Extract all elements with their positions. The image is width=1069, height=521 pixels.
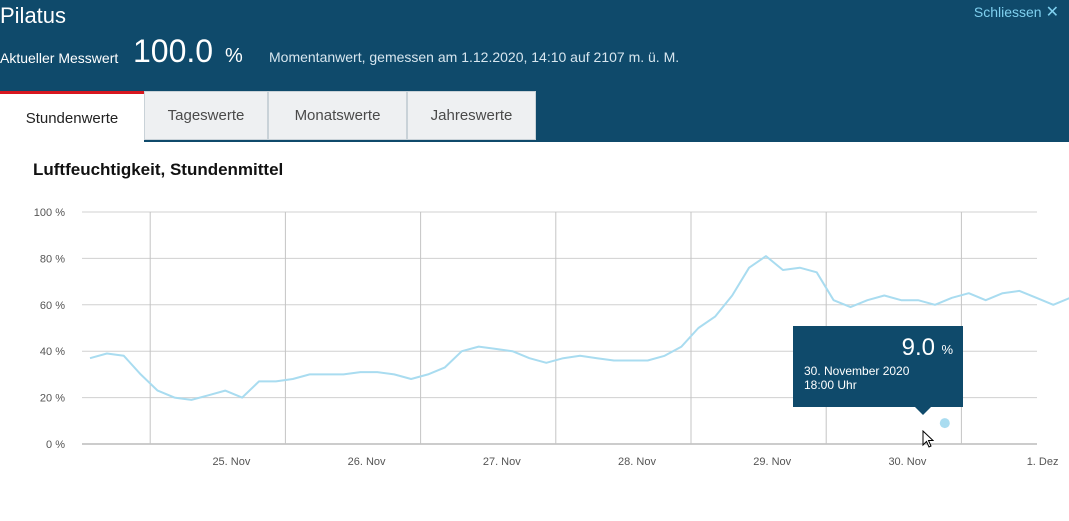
station-name: Pilatus [0,3,67,28]
x-tick-label: 29. Nov [753,456,791,468]
y-tick-label: 100 % [34,207,65,219]
tab-tageswerte[interactable]: Tageswerte [144,91,268,140]
humidity-line [89,255,1069,401]
close-label: Schliessen [973,4,1042,20]
tooltip-value: 9.0 [901,334,935,361]
y-tick-label: 60 % [40,300,65,312]
x-tick-label: 26. Nov [348,456,386,468]
tooltip-unit: % [941,342,953,357]
close-button[interactable]: Schliessen ✕ [974,2,1059,22]
x-tick-label: 25. Nov [212,456,250,468]
chart-title: Luftfeuchtigkeit, Stundenmittel [33,160,284,179]
measure-value: 100.0 [133,33,214,69]
tab-stundenwerte[interactable]: Stundenwerte [0,91,144,142]
data-tooltip: 9.0 % 30. November 2020 18:00 Uhr [793,326,963,415]
tooltip-arrow [915,407,931,415]
header-bar: Pilatus Schliessen ✕ Aktueller Messwert … [0,0,1069,142]
x-tick-label: 27. Nov [483,456,521,468]
close-icon: ✕ [1045,4,1059,21]
tooltip-time: 18:00 Uhr [804,378,857,392]
tooltip-date: 30. November 2020 [804,364,910,378]
y-tick-label: 0 % [46,439,65,451]
y-tick-label: 20 % [40,393,65,405]
highlight-point [939,418,950,429]
measure-label: Aktueller Messwert [0,50,119,66]
measure-unit: % [225,45,243,67]
y-tick-label: 80 % [40,253,65,265]
measure-note: Momentanwert, gemessen am 1.12.2020, 14:… [269,49,680,65]
x-tick-label: 28. Nov [618,456,656,468]
x-tick-label: 1. Dez [1027,456,1059,468]
y-tick-label: 40 % [40,346,65,358]
mouse-cursor-icon [922,430,934,448]
x-tick-label: 30. Nov [888,456,926,468]
tab-monatswerte[interactable]: Monatswerte [268,91,407,140]
tab-jahreswerte[interactable]: Jahreswerte [407,91,536,140]
